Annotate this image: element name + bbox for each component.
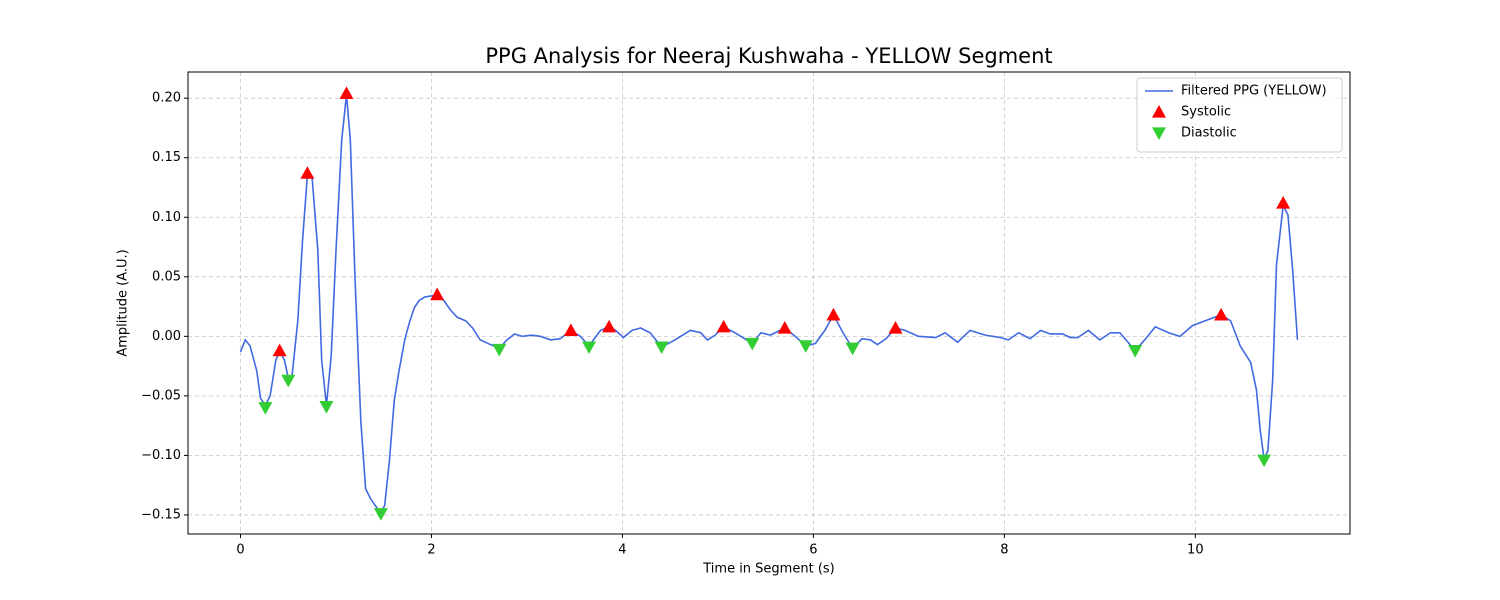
systolic-marker	[716, 319, 731, 333]
x-tick-label: 2	[427, 543, 435, 558]
y-tick-label: 0.05	[152, 269, 181, 284]
diastolic-marker	[582, 341, 597, 355]
systolic-marker	[563, 323, 578, 336]
x-tick-label: 6	[809, 543, 817, 558]
diastolic-marker	[798, 340, 813, 353]
diastolic-marker	[1257, 454, 1272, 468]
systolic-marker	[602, 319, 617, 333]
legend-swatch	[1152, 127, 1166, 140]
y-axis-label: Amplitude (A.U.)	[116, 249, 131, 356]
diastolic-marker	[319, 400, 334, 414]
legend-label: Filtered PPG (YELLOW)	[1181, 84, 1327, 99]
y-tick-label: 0.20	[152, 91, 181, 106]
y-tick-label: −0.05	[141, 388, 181, 403]
y-tick-label: 0.15	[152, 150, 181, 165]
systolic-marker	[777, 321, 792, 334]
systolic-marker	[1276, 195, 1291, 209]
diastolic-marker	[745, 337, 760, 351]
chart-title: PPG Analysis for Neeraj Kushwaha - YELLO…	[485, 44, 1052, 68]
legend-label: Diastolic	[1181, 126, 1237, 141]
x-tick-label: 4	[618, 543, 626, 558]
diastolic-marker	[373, 508, 388, 521]
data-line	[239, 94, 1299, 515]
y-tick-label: −0.15	[141, 507, 181, 522]
y-tick-label: −0.10	[141, 448, 181, 463]
systolic-marker	[1214, 307, 1229, 321]
y-tick-label: 0.10	[152, 210, 181, 225]
diastolic-marker	[654, 341, 669, 355]
systolic-marker	[339, 86, 354, 100]
x-tick-label: 8	[1000, 543, 1008, 558]
systolic-marker	[888, 321, 903, 334]
x-axis-label: Time in Segment (s)	[702, 562, 834, 577]
diastolic-marker	[258, 402, 273, 415]
y-tick-label: 0.00	[152, 329, 181, 344]
x-tick-label: 10	[1187, 543, 1204, 558]
systolic-marker	[826, 307, 841, 321]
systolic-marker	[300, 166, 315, 179]
systolic-marker	[430, 287, 445, 301]
diastolic-marker	[1128, 345, 1143, 358]
plot-frame	[187, 71, 1351, 535]
systolic-marker	[272, 343, 287, 357]
x-tick-label: 0	[236, 543, 244, 558]
diastolic-marker	[281, 374, 296, 388]
legend-swatch	[1152, 105, 1166, 118]
legend-box	[1136, 77, 1343, 153]
diastolic-marker	[845, 342, 860, 356]
legend-label: Systolic	[1181, 105, 1231, 120]
diastolic-marker	[492, 343, 507, 357]
